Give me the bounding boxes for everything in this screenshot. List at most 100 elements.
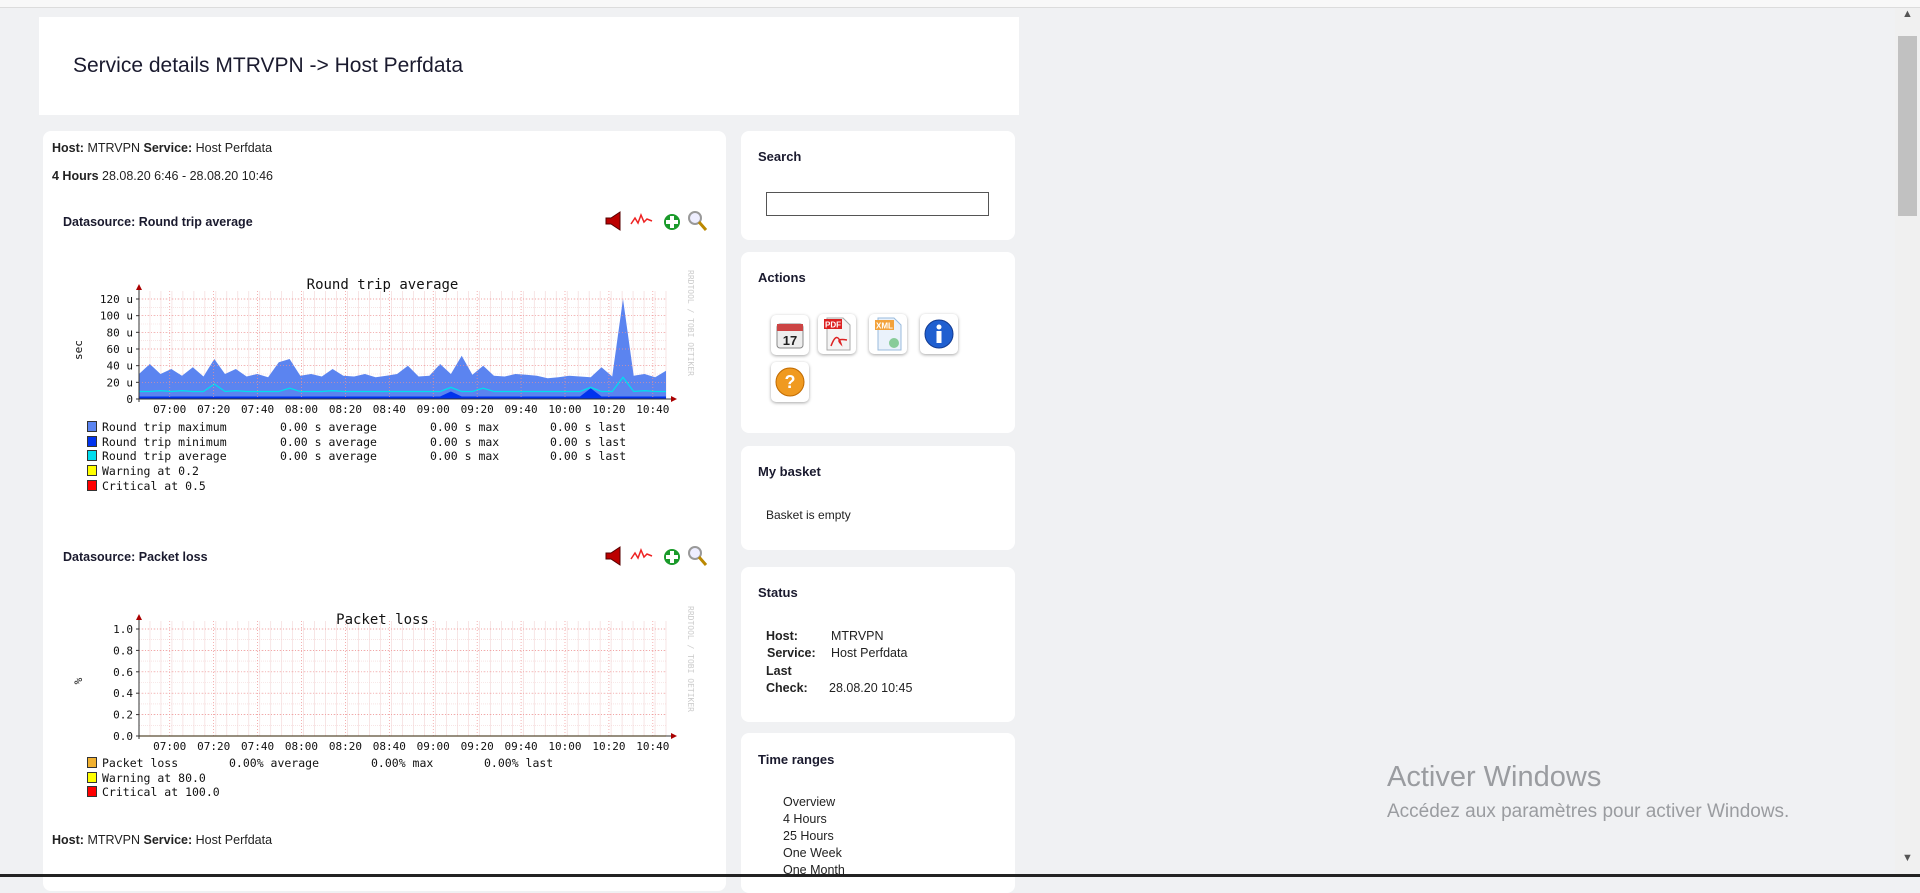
x-tick-label: 09:00 [417,403,450,416]
status-panel: Status Host: MTRVPN Service: Host Perfda… [741,567,1015,722]
series-area-round-trip-maximum [139,299,666,399]
y-axis-label: % [72,677,85,684]
legend-max: 0.00% max [371,756,434,770]
service-label: Service: [143,141,193,155]
y-tick-label: 100 u [100,310,133,323]
legend-row: Critical at 0.5 [0,479,700,493]
legend-average: 0.00 s average [280,434,377,449]
add-basket-icon[interactable] [662,212,682,232]
y-tick-label: 40 u [107,360,134,373]
legend-max: 0.00 s max [430,449,500,464]
page-title: Service details MTRVPN -> Host Perfdata [73,54,464,77]
host-label: Host: [52,833,84,847]
y-tick-label: 0.6 [113,666,133,679]
scroll-up-icon[interactable]: ▲ [1902,8,1913,20]
status-last-label: Last [766,664,792,678]
legend-swatch [87,465,97,477]
zoom-icon[interactable] [686,210,708,232]
y-tick-label: 20 u [107,376,134,389]
status-host: MTRVPN [831,629,884,643]
x-tick-label: 09:20 [461,740,494,753]
status-service-label: Service: [767,646,816,660]
legend-name: Warning at 80.0 [102,770,206,785]
y-tick-label: 0.0 [113,730,133,743]
datasource-name: Round trip average [138,215,253,229]
xml-label: XML [876,322,893,331]
legend-swatch [87,757,97,768]
calendar-icon[interactable]: 17 [771,315,809,355]
status-host-label: Host: [766,629,798,643]
y-axis-label: sec [72,340,85,360]
chart-title: Round trip average [307,277,459,293]
help-icon[interactable]: ? [771,362,809,402]
legend-row: Round trip maximum 0.00 s average 0.00 s m… [0,420,700,434]
legend-last: 0.00 s last [550,449,627,464]
time-ranges-panel: Time ranges Overview 4 Hours 25 Hours On… [741,733,1015,893]
time-range-line: 4 Hours 28.08.20 6:46 - 28.08.20 10:46 [52,169,273,183]
x-tick-label: 07:40 [241,740,274,753]
legend-row: Warning at 0.2 [0,464,700,478]
status-last-check: 28.08.20 10:45 [829,681,913,695]
y-axis-arrow [136,614,142,620]
y-tick-label: 60 u [107,343,134,356]
pdf-icon[interactable]: PDF [818,314,856,354]
y-tick-label: 0.4 [113,687,133,700]
datasource-label: Datasource: [63,215,136,229]
legend-swatch [87,479,97,491]
time-range-4-hours[interactable]: 4 Hours [783,812,827,826]
scrollbar-thumb[interactable] [1898,36,1917,216]
time-ranges-title: Time ranges [758,752,835,767]
legend-last: 0.00 s last [550,434,627,449]
x-axis-arrow [671,733,677,739]
zoom-icon[interactable] [686,545,708,567]
graph-line-icon[interactable] [630,545,654,567]
x-tick-label: 10:40 [636,403,669,416]
x-tick-label: 08:00 [285,403,318,416]
x-tick-label: 08:40 [373,740,406,753]
status-service: Host Perfdata [831,646,908,660]
x-tick-label: 08:00 [285,740,318,753]
x-tick-label: 10:20 [592,403,625,416]
y-tick-label: 0.8 [113,644,133,657]
time-range-one-week[interactable]: One Week [783,846,842,860]
scroll-down-icon[interactable]: ▼ [1902,852,1913,864]
time-range-overview[interactable]: Overview [783,795,836,809]
datasource-name: Packet loss [138,550,208,564]
speaker-icon[interactable] [604,210,628,232]
host-service-line: Host: MTRVPN Service: Host Perfdata [52,141,272,155]
scrollbar[interactable]: ▲ ▼ [1895,8,1920,874]
graph-line-icon[interactable] [630,210,654,232]
search-title: Search [758,149,802,164]
y-tick-label: 80 u [107,326,134,339]
calendar-day: 17 [783,333,797,348]
legend-row: Warning at 80.0 [0,771,700,785]
x-tick-label: 08:20 [329,403,362,416]
legend-average: 0.00 s average [280,449,377,464]
x-tick-label: 09:40 [505,740,538,753]
x-tick-label: 09:40 [505,403,538,416]
rrdtool-watermark: RRDTOOL / TOBI OETIKER [686,606,695,712]
xml-icon[interactable]: XML [869,314,907,354]
info-icon[interactable] [920,314,958,354]
datasource-title: Datasource: Packet loss [63,550,208,564]
time-range-one-month[interactable]: One Month [783,863,845,877]
legend-average: 0.00 s average [280,420,377,434]
page-header: Service details MTRVPN -> Host Perfdata [39,17,1019,115]
chart-title: Packet loss [336,612,429,628]
status-check-label: Check: [766,681,808,695]
activation-watermark-subtitle: Accédez aux paramètres pour activer Wind… [1387,801,1790,822]
speaker-icon[interactable] [604,545,628,567]
legend-row: Round trip average 0.00 s average 0.00 s m… [0,449,700,463]
x-tick-label: 07:20 [197,403,230,416]
x-tick-label: 09:00 [417,740,450,753]
add-basket-icon[interactable] [662,547,682,567]
legend-name: Warning at 0.2 [102,464,199,479]
x-tick-label: 08:40 [373,403,406,416]
x-axis-arrow [671,396,677,402]
datasource-title: Datasource: Round trip average [63,215,253,229]
legend-name: Round trip average [102,449,227,464]
search-input[interactable] [766,192,989,216]
time-range-25-hours[interactable]: 25 Hours [783,829,834,843]
legend-swatch [87,450,97,462]
